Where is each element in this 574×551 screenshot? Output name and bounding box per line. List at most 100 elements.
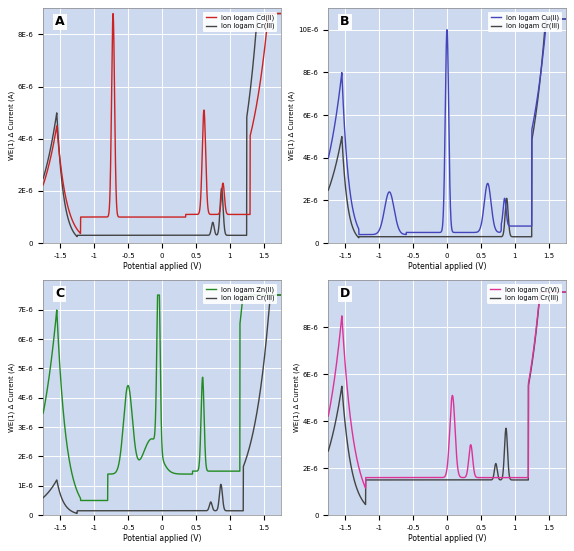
Ion logam Zn(II) (40, 410, 46, 417)
Text: A: A (55, 15, 65, 29)
Line: Ion logam Zn(II): Ion logam Zn(II) (43, 295, 281, 500)
Ion logam Cd(II) (67, 212, 73, 218)
X-axis label: Potential applied (V): Potential applied (V) (123, 262, 201, 271)
Ion logam Cr(III) (325, 448, 332, 455)
Ion logam Zn(II) (154, 291, 161, 298)
Ion logam Cr(III) (141, 232, 148, 239)
Ion logam Cr(III) (426, 234, 433, 240)
Ion logam Cd(II) (81, 214, 88, 220)
Ion logam Cr(III) (562, 15, 569, 22)
Ion logam Cr(III) (277, 10, 284, 17)
Ion logam Zn(II) (277, 291, 284, 298)
Ion logam Cr(III) (141, 507, 148, 514)
Ion logam Cr(VI) (325, 413, 332, 419)
Line: Ion logam Cr(III): Ion logam Cr(III) (43, 14, 281, 236)
Ion logam Cd(II) (273, 10, 280, 17)
Ion logam Cr(VI) (366, 474, 373, 481)
Ion logam Cr(III) (426, 477, 433, 483)
Ion logam Cd(II) (141, 214, 148, 220)
Ion logam Zn(II) (247, 291, 254, 298)
X-axis label: Potential applied (V): Potential applied (V) (408, 262, 486, 271)
Ion logam Cu(II) (355, 231, 362, 238)
Ion logam Zn(II) (77, 497, 84, 504)
Ion logam Cr(VI) (562, 289, 569, 295)
Ion logam Zn(II) (273, 291, 280, 298)
Ion logam Cr(VI) (537, 289, 544, 295)
Ion logam Cr(III) (273, 10, 280, 17)
Line: Ion logam Cr(III): Ion logam Cr(III) (43, 295, 281, 514)
Ion logam Cu(II) (532, 106, 539, 113)
Y-axis label: WE(1) Δ Current (A): WE(1) Δ Current (A) (9, 91, 15, 160)
Ion logam Cd(II) (247, 131, 254, 138)
Ion logam Cu(II) (416, 229, 423, 236)
Ion logam Cd(II) (277, 10, 284, 17)
Ion logam Cr(III) (366, 234, 373, 240)
Ion logam Cr(III) (277, 291, 284, 298)
Ion logam Cr(III) (67, 507, 73, 514)
Ion logam Cr(III) (355, 235, 362, 241)
Text: D: D (340, 288, 350, 300)
Ion logam Cu(II) (352, 217, 359, 223)
Text: C: C (55, 288, 64, 300)
Line: Ion logam Cr(III): Ion logam Cr(III) (328, 292, 565, 505)
Ion logam Cr(III) (81, 507, 88, 514)
Ion logam Cr(III) (532, 333, 539, 340)
Ion logam Zn(II) (67, 462, 73, 469)
Ion logam Cr(III) (267, 291, 274, 298)
Ion logam Cr(III) (542, 15, 549, 22)
Ion logam Cr(III) (558, 289, 565, 295)
Legend: Ion logam Zn(II), Ion logam Cr(III): Ion logam Zn(II), Ion logam Cr(III) (203, 284, 277, 304)
Ion logam Cr(III) (352, 230, 359, 237)
Ion logam Cr(III) (273, 291, 280, 298)
Ion logam Cr(VI) (532, 331, 539, 338)
Ion logam Cu(II) (366, 231, 373, 238)
Ion logam Cr(III) (562, 289, 569, 295)
Ion logam Cr(III) (416, 234, 423, 240)
Ion logam Zn(II) (131, 436, 138, 442)
Ion logam Cr(VI) (416, 474, 423, 481)
Ion logam Cr(III) (131, 507, 138, 514)
Text: B: B (340, 15, 350, 29)
Ion logam Cr(VI) (362, 485, 369, 491)
Line: Ion logam Cr(III): Ion logam Cr(III) (328, 19, 565, 238)
Y-axis label: WE(1) Δ Current (A): WE(1) Δ Current (A) (293, 363, 300, 433)
Ion logam Cr(III) (416, 477, 423, 483)
Y-axis label: WE(1) Δ Current (A): WE(1) Δ Current (A) (9, 363, 15, 433)
Ion logam Cd(II) (40, 181, 46, 188)
Ion logam Cr(III) (81, 232, 88, 239)
Ion logam Cr(VI) (426, 474, 433, 481)
Ion logam Cd(II) (265, 10, 272, 17)
Ion logam Cu(II) (543, 15, 550, 22)
Legend: Ion logam Cd(II), Ion logam Cr(III): Ion logam Cd(II), Ion logam Cr(III) (203, 12, 277, 32)
X-axis label: Potential applied (V): Potential applied (V) (408, 534, 486, 543)
Ion logam Cr(III) (537, 289, 544, 295)
Legend: Ion logam Cr(VI), Ion logam Cr(III): Ion logam Cr(VI), Ion logam Cr(III) (487, 284, 563, 304)
Ion logam Cr(III) (40, 175, 46, 182)
Ion logam Cr(III) (73, 510, 80, 517)
Legend: Ion logam Cu(II), Ion logam Cr(III): Ion logam Cu(II), Ion logam Cr(III) (488, 12, 563, 32)
Ion logam Cd(II) (131, 214, 138, 220)
Ion logam Cu(II) (325, 155, 332, 161)
Ion logam Cd(II) (77, 230, 84, 237)
Line: Ion logam Cu(II): Ion logam Cu(II) (328, 19, 565, 235)
Ion logam Cr(III) (366, 477, 373, 483)
Ion logam Cr(III) (362, 501, 369, 508)
Ion logam Cr(VI) (558, 289, 565, 295)
Ion logam Cu(II) (558, 15, 565, 22)
Line: Ion logam Cr(VI): Ion logam Cr(VI) (328, 292, 565, 488)
Ion logam Cr(III) (131, 232, 138, 239)
Ion logam Cr(III) (254, 10, 261, 17)
Ion logam Cr(III) (532, 114, 539, 120)
Ion logam Cr(III) (558, 15, 565, 22)
Ion logam Cu(II) (426, 229, 433, 236)
Ion logam Cr(III) (352, 480, 359, 487)
Ion logam Cr(III) (325, 187, 332, 193)
Line: Ion logam Cd(II): Ion logam Cd(II) (43, 14, 281, 234)
Ion logam Zn(II) (141, 447, 148, 453)
Ion logam Cr(III) (247, 440, 254, 447)
Ion logam Cr(VI) (352, 448, 359, 455)
X-axis label: Potential applied (V): Potential applied (V) (123, 534, 201, 543)
Y-axis label: WE(1) Δ Current (A): WE(1) Δ Current (A) (289, 91, 296, 160)
Ion logam Cr(III) (247, 85, 254, 92)
Ion logam Cr(III) (40, 494, 46, 501)
